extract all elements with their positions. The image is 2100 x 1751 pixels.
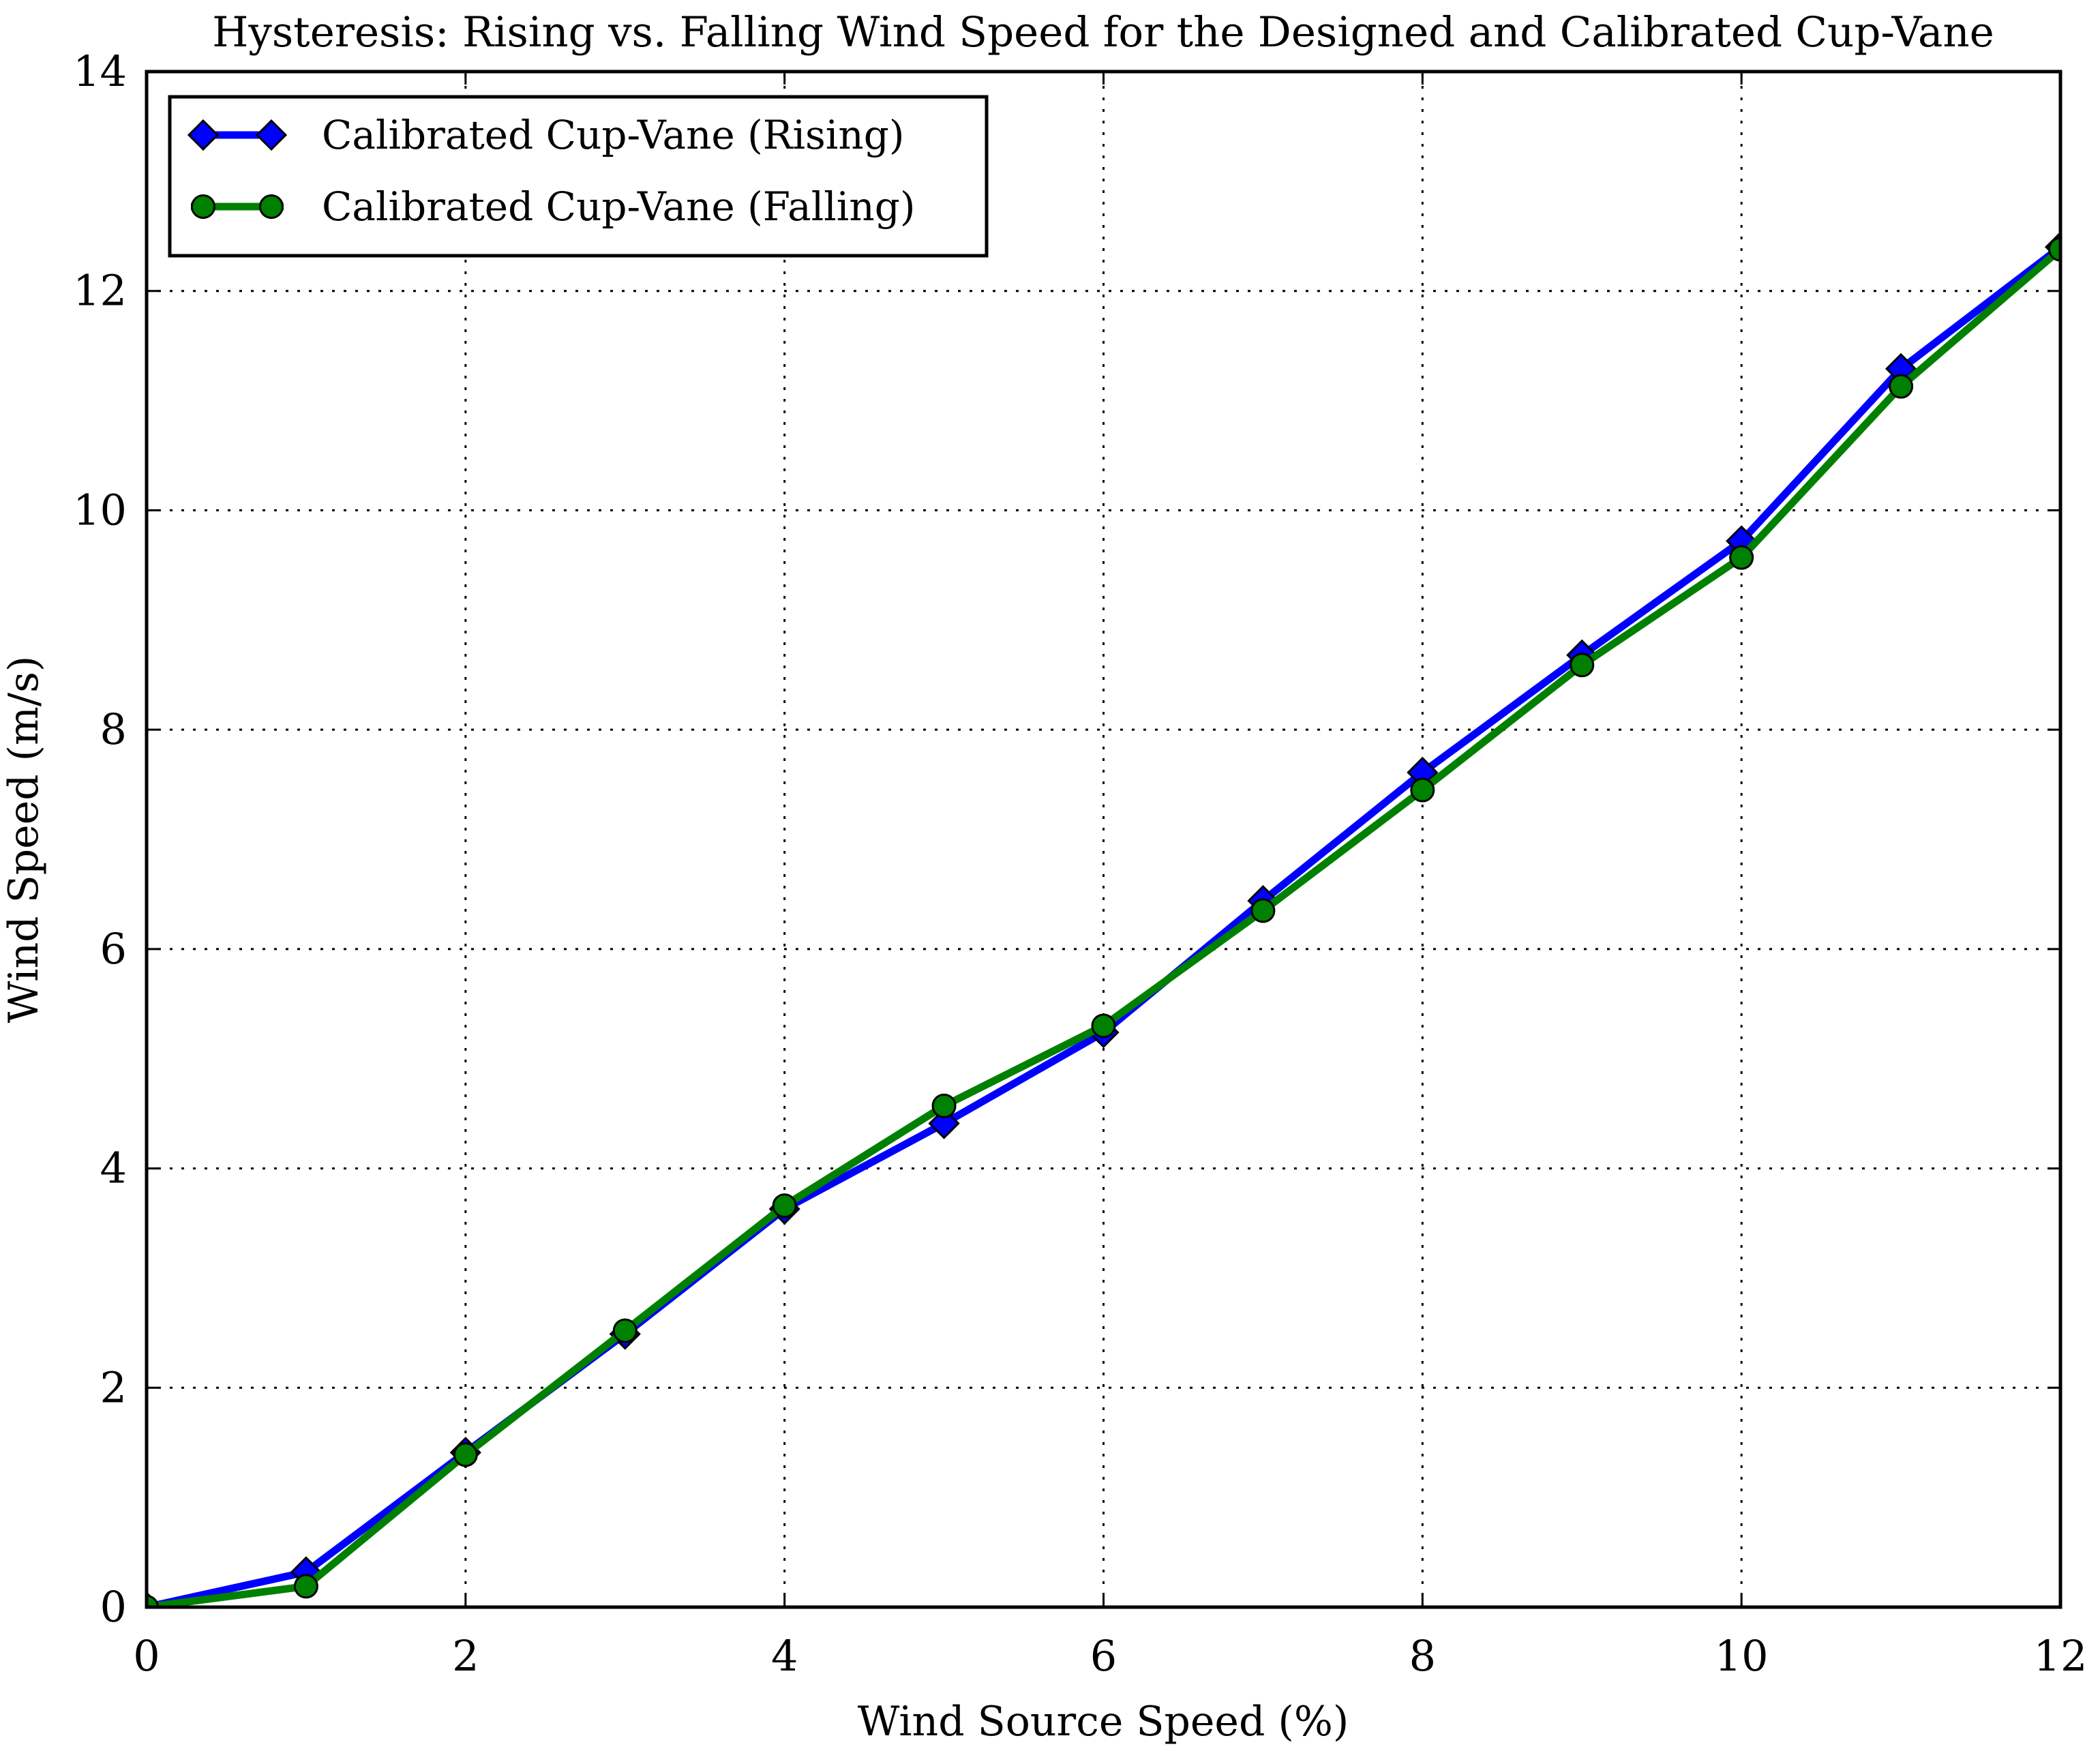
legend-sample-marker <box>259 194 284 219</box>
legend-label-rising: Calibrated Cup-Vane (Rising) <box>322 112 904 158</box>
data-point-marker <box>928 1107 960 1139</box>
data-point-marker <box>1250 898 1276 923</box>
y-axis-label: Wind Speed (m/s) <box>0 656 48 1023</box>
legend-sample-rising <box>187 119 288 151</box>
x-tick-label-4: 4 <box>771 1631 798 1681</box>
series-falling <box>147 237 2060 1607</box>
y-tick-label-4: 4 <box>100 1143 127 1193</box>
x-tick-label-6: 6 <box>1090 1631 1117 1681</box>
legend-samples <box>187 119 288 219</box>
data-point-marker <box>1091 1013 1116 1038</box>
y-tick-labels: 0 2 4 6 8 10 12 14 <box>73 46 127 1632</box>
y-tick-label-8: 8 <box>100 704 127 754</box>
data-point-marker <box>1410 777 1435 803</box>
series-line <box>147 245 2060 1607</box>
data-point-marker <box>1889 374 1914 399</box>
x-tick-label-10: 10 <box>1715 1631 1769 1681</box>
data-point-marker <box>147 1595 159 1607</box>
y-tick-label-2: 2 <box>100 1362 127 1412</box>
y-tick-label-0: 0 <box>100 1582 127 1632</box>
x-tick-label-8: 8 <box>1409 1631 1436 1681</box>
x-axis-label: Wind Source Speed (%) <box>858 1698 1349 1746</box>
legend-sample-falling <box>191 194 284 219</box>
y-tick-label-10: 10 <box>73 485 127 535</box>
chart-title: Hysteresis: Rising vs. Falling Wind Spee… <box>212 8 1994 57</box>
data-point-marker <box>1570 653 1595 678</box>
legend-sample-marker <box>187 119 220 151</box>
legend: Calibrated Cup-Vane (Rising) Calibrated … <box>168 95 989 258</box>
series-rising <box>147 231 2060 1607</box>
y-tick-label-14: 14 <box>73 46 127 96</box>
data-point-marker <box>2048 237 2060 262</box>
data-point-marker <box>293 1574 318 1599</box>
legend-sample-marker <box>191 194 215 219</box>
data-point-marker <box>772 1193 797 1218</box>
data-point-marker <box>931 1093 957 1118</box>
data-point-marker <box>453 1442 478 1467</box>
data-series <box>147 231 2060 1607</box>
x-tick-label-12: 12 <box>2034 1631 2088 1681</box>
legend-box <box>168 95 989 258</box>
data-point-marker <box>612 1318 638 1343</box>
axis-ticks <box>147 72 2060 1607</box>
x-tick-label-0: 0 <box>133 1631 160 1681</box>
legend-sample-marker <box>255 119 288 151</box>
y-tick-label-12: 12 <box>73 266 127 316</box>
x-tick-label-2: 2 <box>452 1631 479 1681</box>
data-point-marker <box>1729 545 1754 570</box>
x-tick-labels: 0 2 4 6 8 10 12 <box>133 1631 2087 1681</box>
gridlines <box>147 72 2060 1607</box>
y-tick-label-6: 6 <box>100 924 127 974</box>
series-line <box>147 243 2060 1607</box>
legend-label-falling: Calibrated Cup-Vane (Falling) <box>322 183 915 230</box>
